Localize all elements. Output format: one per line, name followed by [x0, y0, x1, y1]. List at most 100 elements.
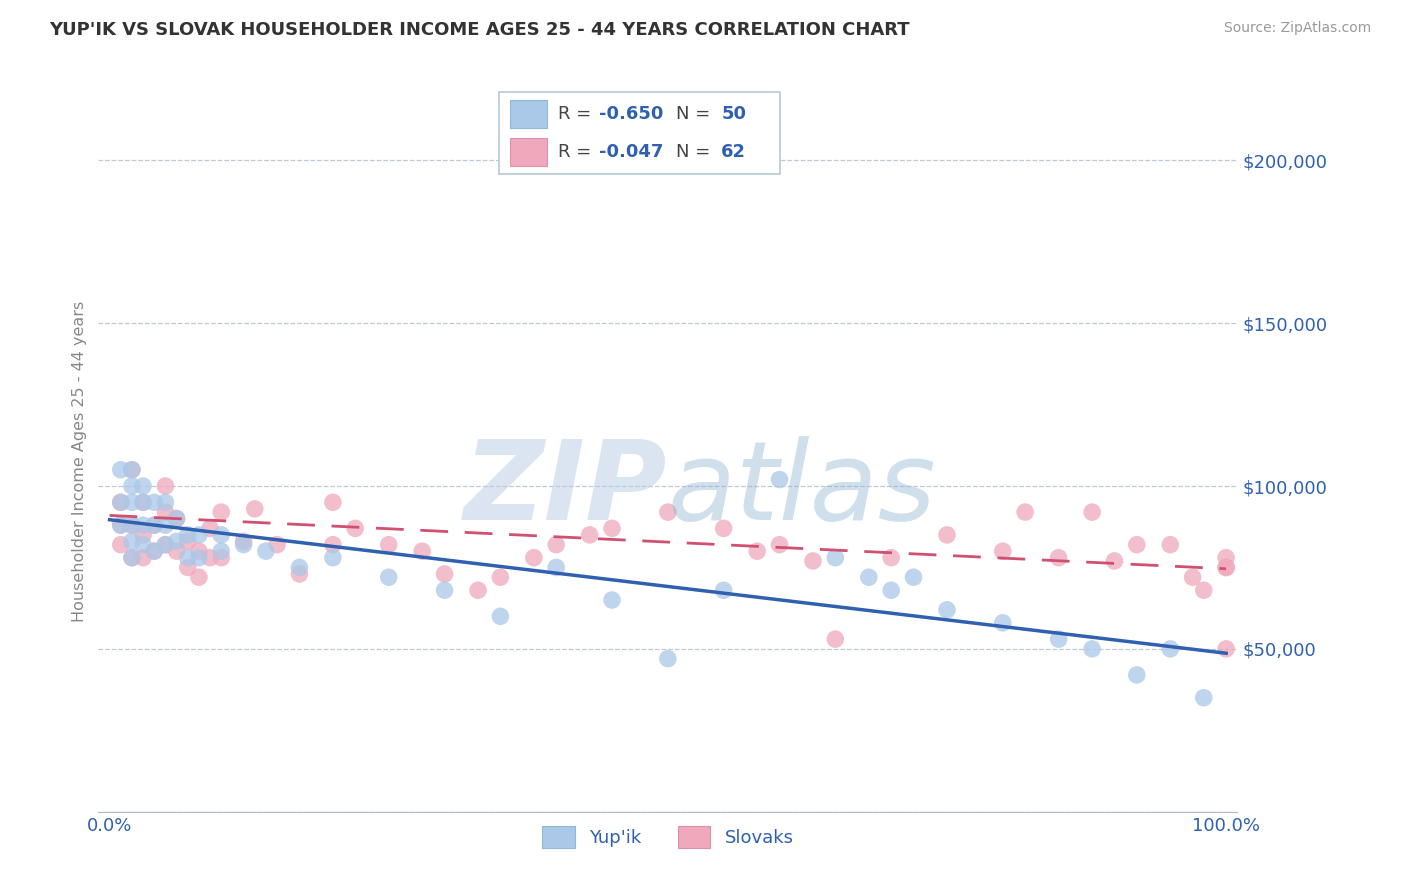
Point [187, 544, 209, 558]
Text: YUP'IK VS SLOVAK HOUSEHOLDER INCOME AGES 25 - 44 YEARS CORRELATION CHART: YUP'IK VS SLOVAK HOUSEHOLDER INCOME AGES… [49, 21, 910, 39]
Point [166, 511, 188, 525]
Point [546, 538, 568, 552]
Point [187, 550, 209, 565]
Point [1126, 668, 1149, 682]
Point [768, 538, 790, 552]
Text: atlas: atlas [668, 436, 936, 543]
Point [489, 570, 512, 584]
Text: -0.650: -0.650 [599, 105, 664, 123]
Point [1126, 538, 1149, 552]
Point [187, 570, 209, 584]
Point [209, 528, 232, 542]
Point [143, 495, 166, 509]
Point [657, 651, 679, 665]
Point [433, 583, 456, 598]
Point [713, 583, 735, 598]
Text: Source: ZipAtlas.com: Source: ZipAtlas.com [1223, 21, 1371, 36]
Point [110, 518, 132, 533]
Point [1215, 560, 1237, 574]
Point [121, 463, 143, 477]
Point [143, 518, 166, 533]
Point [187, 528, 209, 542]
Point [1159, 538, 1181, 552]
Point [155, 495, 177, 509]
Point [288, 560, 311, 574]
Bar [510, 138, 547, 166]
Point [121, 463, 143, 477]
Point [143, 544, 166, 558]
Point [243, 501, 266, 516]
Point [1014, 505, 1036, 519]
Bar [510, 100, 547, 128]
Point [1181, 570, 1204, 584]
Point [1192, 690, 1215, 705]
Point [657, 505, 679, 519]
Point [747, 544, 769, 558]
Point [1192, 583, 1215, 598]
Point [411, 544, 433, 558]
Point [155, 505, 177, 519]
Point [254, 544, 277, 558]
Point [155, 538, 177, 552]
Point [121, 550, 143, 565]
Point [232, 538, 254, 552]
Point [232, 534, 254, 549]
Text: 50: 50 [721, 105, 747, 123]
Point [1159, 641, 1181, 656]
Point [209, 544, 232, 558]
Point [177, 528, 200, 542]
Point [936, 528, 959, 542]
Text: -0.047: -0.047 [599, 143, 664, 161]
Point [824, 550, 846, 565]
Point [903, 570, 925, 584]
Point [132, 538, 155, 552]
Point [824, 632, 846, 646]
Point [166, 544, 188, 558]
FancyBboxPatch shape [499, 92, 780, 174]
Text: N =: N = [676, 143, 716, 161]
Point [166, 511, 188, 525]
Point [489, 609, 512, 624]
Point [936, 603, 959, 617]
Point [880, 583, 903, 598]
Point [209, 550, 232, 565]
Point [288, 566, 311, 581]
Point [121, 479, 143, 493]
Point [132, 518, 155, 533]
Point [1047, 550, 1070, 565]
Point [132, 495, 155, 509]
Point [155, 538, 177, 552]
Point [110, 518, 132, 533]
Point [110, 538, 132, 552]
Point [600, 593, 623, 607]
Point [768, 473, 790, 487]
Point [1081, 505, 1104, 519]
Point [132, 495, 155, 509]
Text: 62: 62 [721, 143, 747, 161]
Point [322, 495, 344, 509]
Point [177, 550, 200, 565]
Point [132, 550, 155, 565]
Point [166, 534, 188, 549]
Point [266, 538, 288, 552]
Point [713, 521, 735, 535]
Point [155, 479, 177, 493]
Point [143, 518, 166, 533]
Legend: Yup'ik, Slovaks: Yup'ik, Slovaks [536, 819, 800, 855]
Point [801, 554, 824, 568]
Point [155, 518, 177, 533]
Point [121, 518, 143, 533]
Point [467, 583, 489, 598]
Point [110, 463, 132, 477]
Point [344, 521, 367, 535]
Point [110, 495, 132, 509]
Point [858, 570, 880, 584]
Point [177, 560, 200, 574]
Point [177, 534, 200, 549]
Point [433, 566, 456, 581]
Point [1215, 550, 1237, 565]
Point [600, 521, 623, 535]
Point [578, 528, 600, 542]
Point [1215, 560, 1237, 574]
Point [198, 521, 221, 535]
